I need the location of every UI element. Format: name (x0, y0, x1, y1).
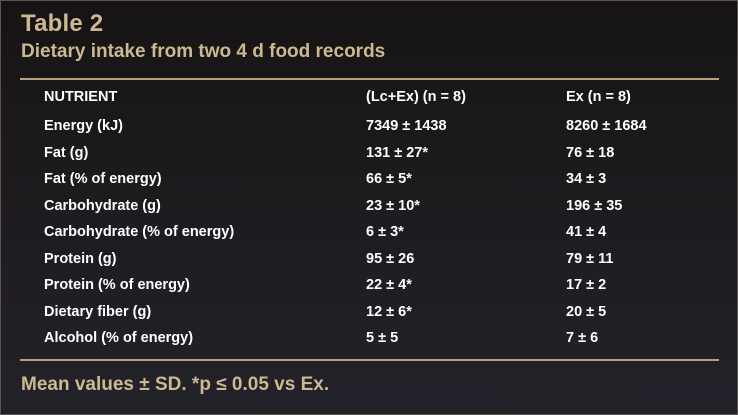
ex-cell: 196 ± 35 (566, 197, 623, 214)
lc-ex-cell: 7349 ± 1438 (366, 118, 447, 135)
nutrient-cell: Fat (g) (44, 144, 89, 161)
lc-ex-cell: 66 ± 5* (366, 171, 412, 188)
lc-ex-cell: 12 ± 6* (366, 303, 412, 320)
table-title: Table 2 (21, 10, 104, 37)
nutrient-cell: Protein (% of energy) (44, 277, 190, 294)
header-nutrient: NUTRIENT (44, 88, 118, 105)
header-lc-ex: (Lc+Ex) (n = 8) (366, 88, 466, 105)
header-row: NUTRIENT (Lc+Ex) (n = 8) Ex (n = 8) (44, 84, 706, 113)
ex-cell: 17 ± 2 (566, 277, 607, 294)
header-ex: Ex (n = 8) (566, 88, 631, 105)
ex-cell: 76 ± 18 (566, 144, 615, 161)
nutrient-cell: Carbohydrate (g) (44, 197, 161, 214)
ex-cell: 34 ± 3 (566, 171, 607, 188)
nutrient-cell: Carbohydrate (% of energy) (44, 224, 235, 241)
ex-cell: 7 ± 6 (566, 330, 599, 347)
ex-cell: 79 ± 11 (566, 250, 614, 267)
nutrient-cell: Dietary fiber (g) (44, 303, 152, 320)
bottom-rule (20, 359, 719, 361)
table-row: Carbohydrate (g) 23 ± 10* 196 ± 35 (44, 193, 706, 220)
table-row: Fat (% of energy) 66 ± 5* 34 ± 3 (44, 166, 706, 193)
ex-cell: 41 ± 4 (566, 224, 607, 241)
nutrient-cell: Fat (% of energy) (44, 171, 162, 188)
nutrient-cell: Alcohol (% of energy) (44, 330, 194, 347)
table-row: Energy (kJ) 7349 ± 1438 8260 ± 1684 (44, 113, 706, 140)
lc-ex-cell: 23 ± 10* (366, 197, 420, 214)
nutrient-cell: Protein (g) (44, 250, 117, 267)
lc-ex-cell: 5 ± 5 (366, 330, 399, 347)
lc-ex-cell: 22 ± 4* (366, 277, 412, 294)
nutrient-table: NUTRIENT (Lc+Ex) (n = 8) Ex (n = 8) Ener… (44, 84, 706, 352)
table-row: Alcohol (% of energy) 5 ± 5 7 ± 6 (44, 325, 706, 352)
ex-cell: 8260 ± 1684 (566, 118, 647, 135)
table-row: Carbohydrate (% of energy) 6 ± 3* 41 ± 4 (44, 219, 706, 246)
table-subtitle: Dietary intake from two 4 d food records (21, 41, 386, 62)
top-rule (20, 78, 719, 80)
nutrient-cell: Energy (kJ) (44, 118, 123, 135)
table-footnote: Mean values ± SD. *p ≤ 0.05 vs Ex. (21, 374, 330, 395)
lc-ex-cell: 95 ± 26 (366, 250, 415, 267)
table-row: Fat (g) 131 ± 27* 76 ± 18 (44, 140, 706, 167)
ex-cell: 20 ± 5 (566, 303, 607, 320)
lc-ex-cell: 131 ± 27* (366, 144, 428, 161)
lc-ex-cell: 6 ± 3* (366, 224, 404, 241)
table-row: Protein (g) 95 ± 26 79 ± 11 (44, 246, 706, 273)
table-row: Dietary fiber (g) 12 ± 6* 20 ± 5 (44, 299, 706, 326)
table-row: Protein (% of energy) 22 ± 4* 17 ± 2 (44, 272, 706, 299)
